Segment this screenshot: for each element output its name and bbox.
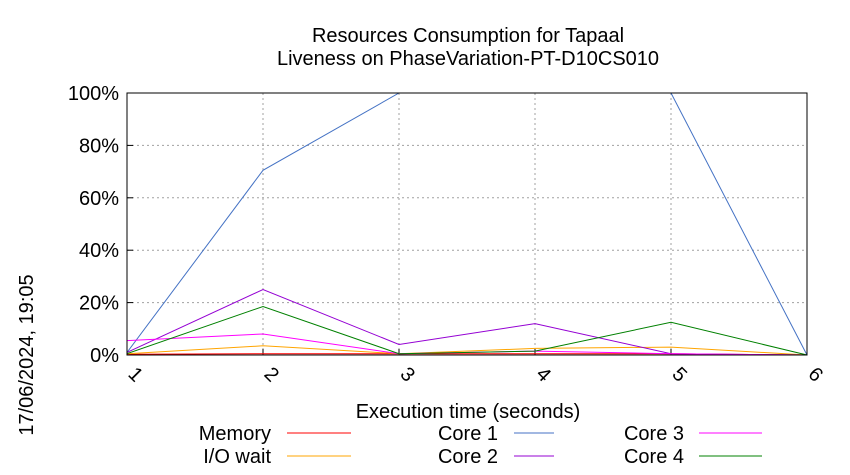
gridlines (127, 93, 807, 355)
x-tick-label: 5 (668, 363, 691, 386)
series-line-i-o-wait (126, 345, 808, 356)
series-line-core-2 (126, 288, 808, 356)
x-tick-label: 1 (124, 363, 147, 386)
y-tick-label: 40% (79, 240, 119, 262)
series-line-core-3 (126, 333, 808, 356)
y-axis-ticks: 0% 20% 40% 60% 80% 100% (68, 83, 133, 367)
plot-frame (126, 92, 808, 356)
chart-title-line-1: Resources Consumption for Tapaal (312, 25, 624, 47)
x-tick-label: 3 (396, 363, 419, 386)
x-axis-label: Execution time (seconds) (356, 401, 581, 423)
y-tick-label: 20% (79, 293, 119, 315)
legend-label: Core 1 (438, 423, 498, 445)
legend-label: Memory (199, 423, 271, 445)
timestamp-label: 17/06/2024, 19:05 (16, 274, 38, 435)
y-tick-label: 100% (68, 83, 119, 105)
x-tick-label: 2 (260, 363, 283, 386)
series-line-core-1 (126, 92, 808, 356)
chart-title-line-2: Liveness on PhaseVariation-PT-D10CS010 (277, 48, 659, 70)
series-line-core-4 (126, 305, 808, 356)
x-tick-label: 4 (532, 363, 555, 386)
series-lines (126, 92, 808, 356)
y-tick-label: 60% (79, 188, 119, 210)
x-tick-label: 6 (804, 363, 827, 386)
legend-label: I/O wait (203, 446, 271, 468)
y-tick-label: 0% (90, 345, 119, 367)
y-tick-label: 80% (79, 135, 119, 157)
legend-label: Core 2 (438, 446, 498, 468)
legend-label: Core 4 (624, 446, 684, 468)
legend-label: Core 3 (624, 423, 684, 445)
